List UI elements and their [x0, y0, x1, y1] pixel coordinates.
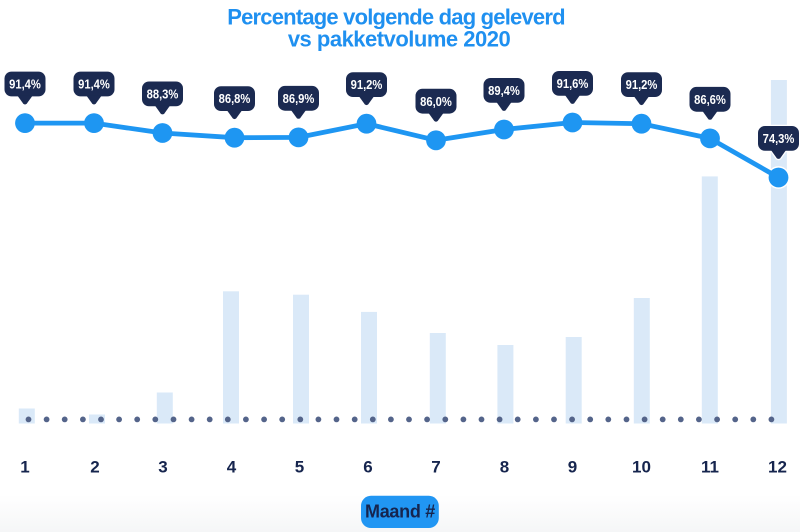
svg-text:91,4%: 91,4% — [9, 78, 41, 92]
svg-text:9: 9 — [568, 458, 577, 477]
svg-text:2: 2 — [90, 458, 99, 477]
svg-text:3: 3 — [158, 458, 167, 477]
svg-text:6: 6 — [363, 458, 372, 477]
svg-text:91,4%: 91,4% — [78, 78, 110, 92]
svg-text:5: 5 — [295, 458, 304, 477]
svg-text:Percentage volgende dag geleve: Percentage volgende dag geleverd — [227, 5, 565, 30]
svg-text:91,2%: 91,2% — [626, 78, 658, 92]
svg-text:8: 8 — [500, 458, 509, 477]
svg-text:10: 10 — [632, 458, 651, 477]
svg-text:86,0%: 86,0% — [420, 95, 452, 109]
svg-text:7: 7 — [431, 458, 440, 477]
svg-text:vs pakketvolume 2020: vs pakketvolume 2020 — [288, 27, 511, 52]
svg-text:86,6%: 86,6% — [694, 93, 726, 107]
svg-text:4: 4 — [227, 458, 237, 477]
svg-text:91,6%: 91,6% — [557, 77, 589, 91]
svg-text:89,4%: 89,4% — [488, 84, 520, 98]
svg-text:91,2%: 91,2% — [351, 78, 383, 92]
svg-text:Maand #: Maand # — [365, 502, 435, 522]
svg-text:11: 11 — [701, 458, 719, 477]
svg-text:74,3%: 74,3% — [763, 132, 795, 146]
svg-text:1: 1 — [20, 458, 29, 477]
svg-text:12: 12 — [768, 458, 787, 477]
svg-text:88,3%: 88,3% — [147, 88, 179, 102]
svg-text:86,8%: 86,8% — [219, 92, 251, 106]
svg-text:86,9%: 86,9% — [283, 92, 315, 106]
